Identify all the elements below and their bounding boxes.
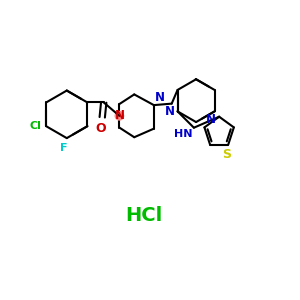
Text: HCl: HCl [125, 206, 163, 225]
Text: O: O [95, 122, 106, 135]
Text: N: N [206, 113, 216, 126]
Text: HN: HN [174, 129, 193, 139]
Text: N: N [154, 91, 164, 103]
Text: N: N [114, 109, 124, 122]
Text: N: N [165, 105, 175, 118]
Text: S: S [222, 148, 231, 161]
Text: F: F [60, 143, 68, 154]
Text: Cl: Cl [30, 121, 42, 131]
Circle shape [115, 112, 124, 120]
